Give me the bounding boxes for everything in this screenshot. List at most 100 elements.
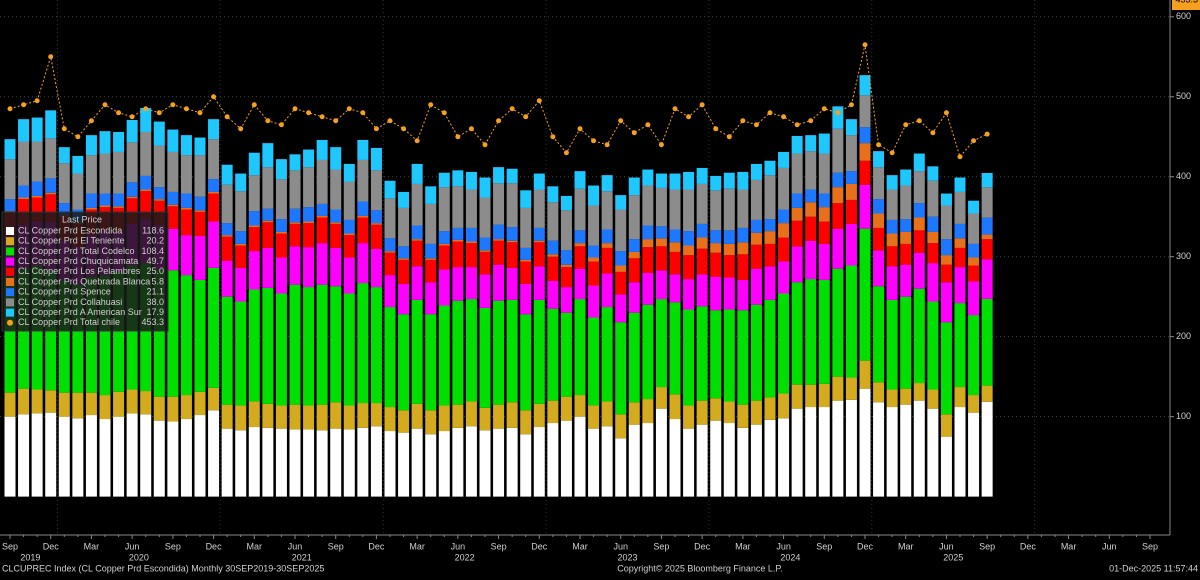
bar-segment bbox=[126, 413, 138, 497]
bar-segment bbox=[493, 167, 505, 184]
bar-segment bbox=[330, 402, 342, 429]
total-point bbox=[984, 131, 990, 137]
bar-segment bbox=[343, 219, 355, 234]
total-point bbox=[387, 118, 393, 124]
bar-segment bbox=[384, 407, 396, 432]
total-point bbox=[61, 126, 67, 132]
bar-segment bbox=[642, 239, 654, 248]
bar-segment bbox=[737, 404, 749, 428]
bar-segment bbox=[85, 155, 97, 194]
bar-segment bbox=[221, 404, 233, 429]
bar-segment bbox=[913, 230, 925, 253]
total-point bbox=[781, 114, 787, 120]
bar-segment bbox=[208, 387, 220, 411]
bar-segment bbox=[655, 246, 667, 271]
bar-segment bbox=[642, 169, 654, 186]
bar-segment bbox=[927, 389, 939, 409]
bar-segment bbox=[805, 151, 817, 190]
bar-segment bbox=[968, 200, 980, 214]
bar-segment bbox=[370, 147, 382, 171]
bar-segment bbox=[818, 207, 830, 222]
bar-segment bbox=[140, 391, 152, 415]
bar-segment bbox=[981, 401, 993, 497]
bar-segment bbox=[99, 205, 111, 208]
y-tick-label: 300 bbox=[1176, 251, 1191, 261]
bar-segment bbox=[45, 390, 57, 413]
bar-segment bbox=[126, 198, 138, 224]
bar-segment bbox=[791, 220, 803, 247]
bar-segment bbox=[805, 216, 817, 241]
bar-segment bbox=[465, 243, 477, 268]
total-point bbox=[971, 138, 977, 144]
bar-segment bbox=[58, 280, 70, 393]
bar-segment bbox=[18, 141, 30, 186]
legend-value: 118.6 bbox=[142, 225, 164, 235]
bar-segment bbox=[384, 307, 396, 408]
bar-segment bbox=[560, 250, 572, 265]
bar-segment bbox=[343, 429, 355, 497]
bar-segment bbox=[533, 173, 545, 190]
bar-segment bbox=[601, 307, 613, 402]
bar-segment bbox=[655, 187, 667, 227]
bar-segment bbox=[289, 246, 301, 285]
bar-segment bbox=[289, 223, 301, 247]
bar-segment bbox=[628, 282, 640, 313]
bar-segment bbox=[262, 220, 274, 223]
bar-segment bbox=[968, 412, 980, 497]
bar-segment bbox=[764, 397, 776, 420]
bar-segment bbox=[18, 414, 30, 497]
bar-segment bbox=[873, 213, 885, 228]
footer-left: CLCUPREC Index (CL Copper Prd Escondida)… bbox=[2, 563, 324, 573]
bar-segment bbox=[737, 171, 749, 190]
bar-segment bbox=[180, 419, 192, 497]
bar-segment bbox=[357, 243, 369, 284]
bar-segment bbox=[113, 151, 125, 194]
bar-segment bbox=[927, 216, 939, 232]
bar-segment bbox=[533, 227, 545, 241]
bar-segment bbox=[4, 159, 16, 200]
bar-segment bbox=[547, 400, 559, 424]
bar-segment bbox=[533, 427, 545, 497]
bar-segment bbox=[384, 180, 396, 199]
bar-segment bbox=[845, 199, 857, 224]
bar-segment bbox=[493, 240, 505, 265]
bar-segment bbox=[506, 402, 518, 428]
bar-segment bbox=[696, 183, 708, 224]
bar-segment bbox=[31, 413, 43, 497]
bar-segment bbox=[560, 210, 572, 251]
legend-title: Last Price bbox=[62, 214, 102, 224]
bar-segment bbox=[588, 261, 600, 286]
bar-segment bbox=[18, 119, 30, 142]
bar-segment bbox=[99, 275, 111, 396]
bar-segment bbox=[696, 248, 708, 275]
bar-segment bbox=[208, 221, 220, 268]
bar-segment bbox=[180, 235, 192, 276]
bar-segment bbox=[832, 228, 844, 269]
total-point bbox=[618, 118, 624, 124]
bar-segment bbox=[737, 227, 749, 243]
legend-marker bbox=[7, 319, 13, 326]
bar-segment bbox=[438, 245, 450, 270]
bar-segment bbox=[547, 423, 559, 497]
bar-segment bbox=[696, 306, 708, 401]
total-point bbox=[333, 118, 339, 124]
bar-segment bbox=[886, 189, 898, 220]
bar-segment bbox=[465, 267, 477, 300]
bar-segment bbox=[710, 310, 722, 399]
bar-segment bbox=[723, 401, 735, 424]
bar-segment bbox=[560, 264, 572, 268]
bar-segment bbox=[927, 263, 939, 302]
bar-segment bbox=[873, 382, 885, 403]
bar-segment bbox=[981, 187, 993, 218]
x-tick-label: Dec bbox=[206, 541, 223, 551]
bar-segment bbox=[343, 235, 355, 258]
bar-segment bbox=[370, 287, 382, 404]
total-point bbox=[726, 134, 732, 140]
bar-segment bbox=[180, 193, 192, 208]
x-tick-label: Mar bbox=[735, 541, 751, 551]
legend-label: CL Copper Prd Spence bbox=[18, 287, 111, 297]
bar-segment bbox=[832, 376, 844, 401]
bar-segment bbox=[167, 151, 179, 192]
bar-segment bbox=[669, 302, 681, 395]
bar-segment bbox=[845, 135, 857, 172]
